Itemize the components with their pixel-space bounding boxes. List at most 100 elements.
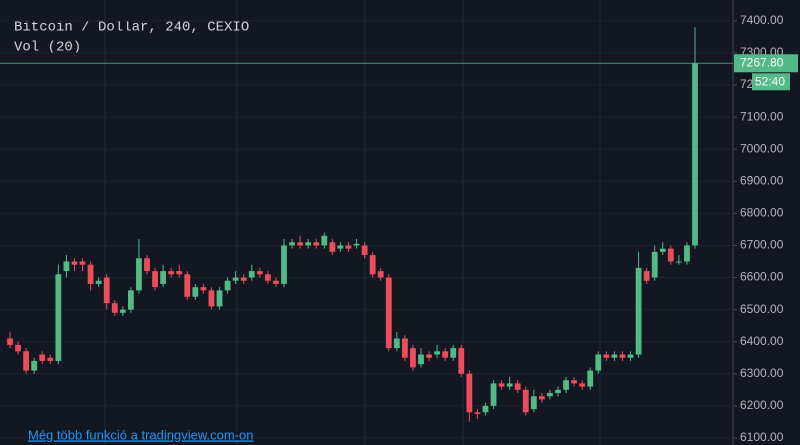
candle-body [240,277,247,281]
candle-body [39,354,46,361]
candle-body [611,354,618,358]
candle-body [337,245,344,249]
candle-body [321,235,328,246]
candle-body [547,393,553,397]
candle-body [530,396,537,410]
candle-body [216,290,223,307]
candle-body [401,338,408,358]
candle-body [353,243,360,246]
candle-body [434,351,441,355]
candle-body [63,261,70,272]
candle-body [385,277,392,349]
y-tick-label: 6100.00 [740,430,784,444]
candle-body [232,277,239,281]
countdown-label: 52:40 [755,74,785,88]
y-tick-label: 6800.00 [740,206,784,220]
candle-body [47,357,54,361]
candle-body [7,338,13,345]
candle-body [490,383,497,406]
candle-body [160,271,167,284]
candle-body [256,271,263,275]
candle-body [667,248,674,262]
candle-body [587,370,594,387]
candle-body [71,261,78,265]
candle-body [23,351,30,371]
candle-body [563,380,569,390]
candle-body [329,242,336,252]
candle-body [393,338,400,349]
candle-body [442,351,449,358]
last-price-tag [734,54,798,73]
candle-body [152,271,158,288]
candle-body [466,373,473,413]
candle-body [627,354,634,358]
y-tick-label: 6200.00 [740,398,784,412]
chart-title: Bitcoin / Dollar, 240, CEXIO [14,20,249,36]
candle-body [684,245,690,262]
candle-body [474,412,481,414]
candle-body [651,251,658,278]
candle-body [305,242,312,246]
candle-body [595,354,602,371]
y-tick-label: 6400.00 [740,334,784,348]
candle-body [136,258,142,291]
candle-body [248,271,255,278]
candle-body [579,383,586,387]
candle-body [55,274,62,361]
candle-body [538,396,545,400]
candle-body [289,242,295,246]
candle-body [377,271,384,278]
candle-body [168,271,175,275]
candle-body [192,287,199,297]
candle-body [410,348,416,368]
candle-body [692,63,698,246]
candle-body [450,348,457,358]
candle-body [111,303,118,313]
candle-body [127,290,134,310]
candle-body [482,405,489,413]
candle-body [571,380,578,384]
footer-link[interactable]: Még több funkció a tradingview.com-on [28,427,253,442]
candle-body [619,354,626,358]
candle-body [418,354,424,365]
candle-body [273,280,279,284]
y-tick-label: 6700.00 [740,238,784,252]
candle-body [184,274,191,297]
y-tick-label: 6900.00 [740,173,784,187]
candle-body [426,354,432,358]
candle-body [224,280,231,291]
y-tick-label: 7400.00 [740,13,784,27]
candle-body [498,383,505,387]
candle-body [31,360,38,371]
candle-body [103,277,110,304]
candle-body [659,248,666,252]
candle-body [297,242,304,246]
y-tick-label: 6500.00 [740,302,784,316]
candle-body [95,280,102,284]
candle-body [514,383,521,390]
candle-body [313,242,320,246]
y-tick-label: 7000.00 [740,141,784,155]
candle-body [458,348,465,374]
candle-body [675,261,682,263]
candle-body [200,287,207,291]
candle-body [603,354,610,358]
last-price-label: 7267.80 [740,55,784,69]
candle-body [555,389,561,394]
candle-body [144,258,150,272]
volume-label: Vol (20) [14,40,81,56]
candle-body [345,245,352,249]
candle-body [635,267,642,355]
candle-body [208,290,215,307]
countdown-tag [752,73,790,91]
y-tick-label: 7100.00 [740,109,784,123]
candle-body [79,261,86,265]
candle-body [361,245,368,256]
y-tick-label: 6600.00 [740,270,784,284]
candle-body [264,274,271,281]
candle-body [87,264,94,284]
candle-body [643,271,650,281]
